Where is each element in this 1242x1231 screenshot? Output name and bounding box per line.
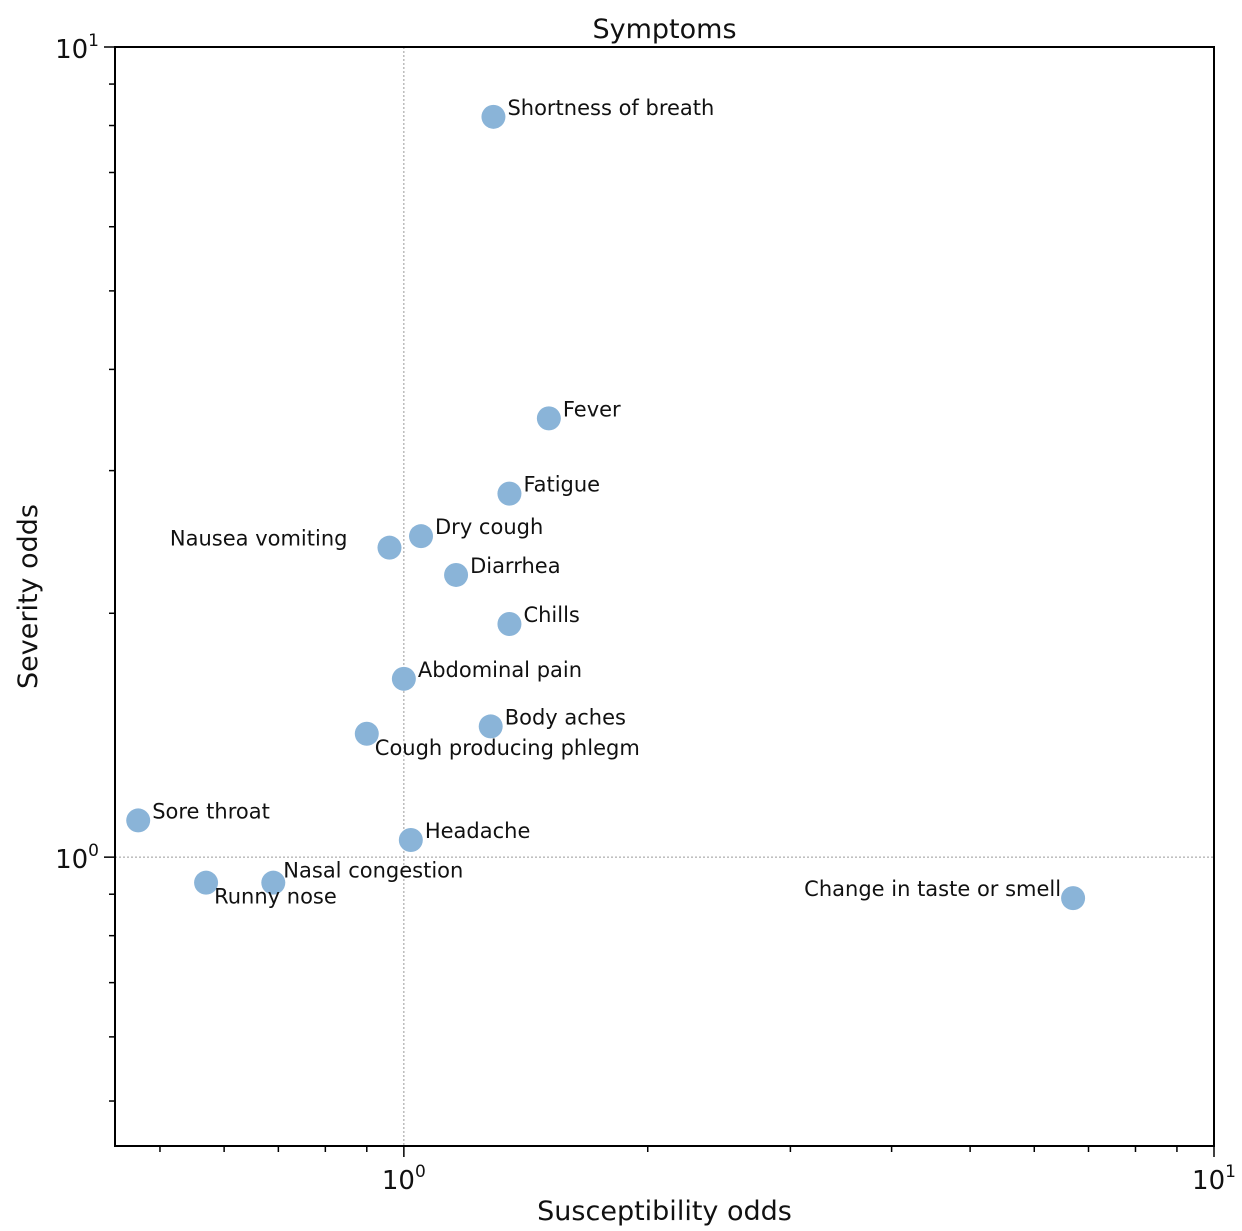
point-label: Fever (563, 397, 621, 421)
axis-ticks: 100 101 100 101 (55, 31, 1236, 1196)
y-tick-label: 100 (55, 841, 99, 875)
point-label: Fatigue (523, 473, 600, 497)
data-point (261, 870, 286, 895)
point-label: Abdominal pain (418, 658, 582, 682)
point-label: Nausea vomiting (170, 527, 348, 551)
data-point (444, 562, 469, 587)
point-label: Headache (425, 819, 531, 843)
data-labels: Shortness of breath Fever Fatigue Dry cough… (152, 96, 1061, 909)
data-point (377, 535, 402, 560)
data-point (1061, 886, 1086, 911)
data-point (536, 406, 561, 431)
plot-frame (114, 46, 1215, 1147)
point-label: Runny nose (214, 885, 337, 909)
chart-title: Symptoms (592, 14, 736, 45)
point-label: Nasal congestion (283, 859, 463, 883)
data-point (354, 721, 379, 746)
data-point (126, 808, 151, 833)
point-label: Body aches (505, 705, 626, 729)
point-label: Cough producing phlegm (375, 736, 640, 760)
point-label: Shortness of breath (507, 96, 714, 120)
data-point (194, 870, 219, 895)
data-point (409, 524, 434, 549)
y-tick-label: 101 (55, 31, 99, 65)
x-axis-title: Susceptibility odds (537, 1196, 792, 1226)
point-label: Diarrhea (470, 554, 561, 578)
point-label: Sore throat (152, 799, 270, 823)
y-axis-title: Severity odds (13, 504, 44, 689)
data-point (478, 714, 503, 739)
data-point (497, 611, 522, 636)
data-point (391, 666, 416, 691)
data-point (481, 104, 506, 129)
point-label: Change in taste or smell (804, 877, 1061, 901)
point-label: Dry cough (435, 515, 543, 539)
x-tick-label: 101 (1192, 1162, 1236, 1196)
data-point (398, 827, 423, 852)
point-label: Chills (523, 603, 579, 627)
data-points (126, 104, 1086, 911)
data-point (497, 481, 522, 506)
reference-lines (115, 47, 1214, 1146)
x-tick-label: 100 (382, 1162, 426, 1196)
